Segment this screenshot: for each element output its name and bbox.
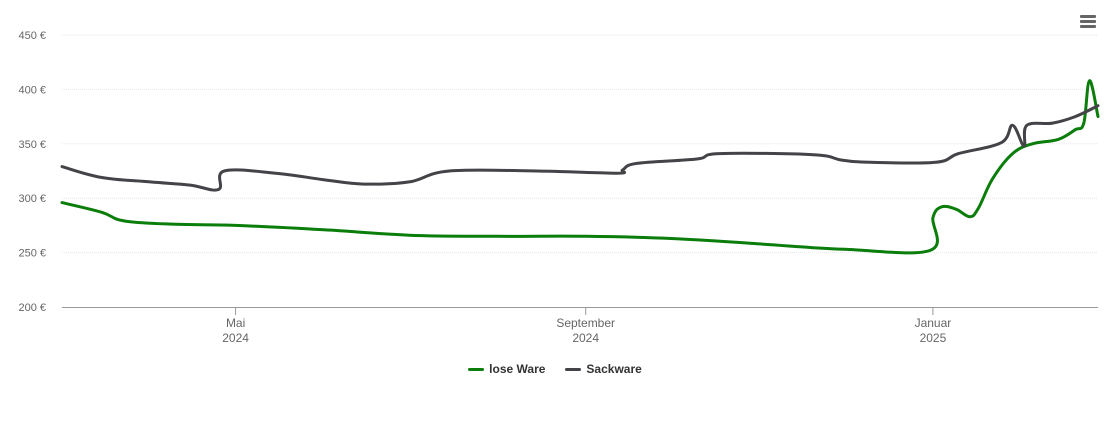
legend-label: lose Ware: [489, 362, 546, 376]
y-tick-label: 450 €: [18, 30, 46, 42]
series-line-1[interactable]: [60, 79, 1100, 255]
hamburger-menu-icon: [1080, 15, 1096, 18]
legend: lose Ware Sackware: [0, 362, 1110, 376]
y-axis-labels: 200 € 250 € 300 € 350 € 400 € 450 €: [18, 30, 46, 314]
legend-swatch: [468, 367, 485, 371]
y-tick-label: 400 €: [18, 84, 46, 96]
y-tick-label: 250 €: [18, 248, 46, 260]
y-tick-label: 200 €: [18, 302, 46, 314]
y-tick-label: 300 €: [18, 193, 46, 205]
y-tick-label: 350 €: [18, 139, 46, 151]
x-tick-label-year: 2024: [222, 331, 249, 345]
x-tick-label-month: September: [556, 316, 615, 330]
legend-item-1[interactable]: lose Ware: [468, 362, 545, 376]
x-tick-label-month: Mai: [226, 316, 245, 330]
x-tick-label-month: Januar: [915, 316, 952, 330]
legend-item-2[interactable]: Sackware: [565, 362, 642, 376]
x-tick-label-year: 2025: [920, 331, 947, 345]
grid-lines: [62, 34, 1098, 254]
legend-label: Sackware: [586, 362, 642, 376]
x-tick-label-year: 2024: [572, 331, 599, 345]
series-lines: [60, 79, 1100, 255]
legend-swatch: [565, 367, 582, 371]
series-line-2[interactable]: [60, 104, 1100, 192]
chart-menu-button[interactable]: [1076, 10, 1100, 34]
